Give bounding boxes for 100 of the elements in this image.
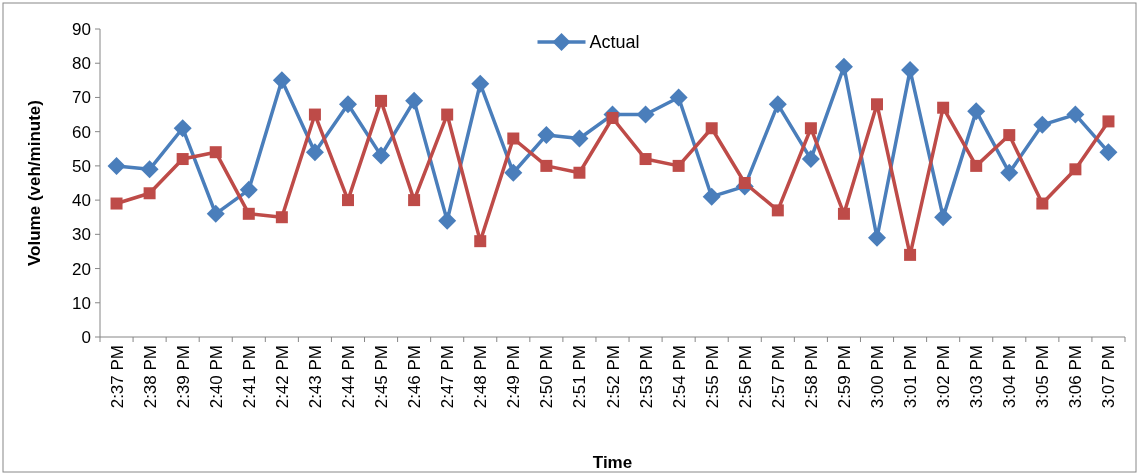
x-tick-label: 3:01 PM — [901, 345, 921, 409]
y-tick-label: 10 — [72, 293, 91, 313]
y-tick-label: 70 — [72, 88, 91, 108]
x-tick-label: 2:49 PM — [504, 345, 524, 409]
y-tick-label: 90 — [72, 19, 91, 39]
x-tick-label: 3:00 PM — [868, 345, 888, 409]
y-tick-label: 60 — [72, 122, 91, 142]
point — [934, 208, 953, 227]
point — [771, 204, 784, 217]
point — [801, 150, 820, 169]
point — [206, 204, 225, 223]
y-tick-label: 40 — [72, 191, 91, 211]
point — [504, 163, 523, 182]
x-tick-label: 3:04 PM — [1000, 345, 1020, 409]
y-tick-label: 20 — [72, 259, 91, 279]
point — [1036, 197, 1049, 210]
point — [738, 177, 751, 189]
point — [537, 126, 556, 145]
point — [540, 159, 553, 172]
x-tick-label: 2:41 PM — [239, 345, 259, 409]
point — [308, 108, 321, 121]
x-tick-label: 2:47 PM — [438, 345, 458, 409]
x-tick-label: 2:37 PM — [107, 345, 127, 409]
point — [272, 71, 291, 90]
point — [305, 143, 324, 162]
point — [970, 159, 983, 172]
x-tick-label: 2:59 PM — [834, 345, 854, 409]
x-tick-label: 2:38 PM — [140, 345, 160, 409]
point — [275, 211, 288, 224]
point — [140, 160, 159, 179]
point — [904, 248, 917, 261]
x-tick-label: 2:55 PM — [702, 345, 722, 409]
point — [209, 146, 222, 159]
x-tick-label: 3:05 PM — [1033, 345, 1053, 409]
point — [834, 57, 853, 76]
point — [173, 119, 192, 138]
point — [1003, 129, 1016, 142]
x-tick-label: 3:07 PM — [1099, 345, 1119, 409]
x-tick-label: 2:54 PM — [669, 345, 689, 409]
point — [672, 159, 685, 172]
point — [471, 74, 490, 93]
point — [405, 91, 424, 110]
point — [1069, 163, 1082, 176]
x-tick-label: 2:51 PM — [570, 345, 590, 409]
point — [702, 187, 721, 206]
point — [110, 197, 123, 210]
x-tick-label: 3:03 PM — [967, 345, 987, 409]
point — [143, 187, 156, 200]
point — [804, 122, 817, 135]
y-axis-title: Volume (veh/minute) — [25, 100, 44, 266]
x-tick-label: 3:06 PM — [1066, 345, 1086, 409]
y-tick-label: 80 — [72, 54, 91, 74]
point — [1066, 105, 1085, 124]
y-tick-label: 0 — [81, 327, 91, 347]
point — [507, 132, 520, 145]
x-tick-label: 3:02 PM — [934, 345, 954, 409]
point — [705, 122, 718, 135]
x-tick-label: 2:40 PM — [206, 345, 226, 409]
x-axis-title: Time — [592, 453, 633, 472]
point — [606, 111, 619, 124]
point — [107, 156, 126, 175]
x-tick-label: 2:53 PM — [636, 345, 656, 409]
x-tick-label: 2:56 PM — [735, 345, 755, 409]
point — [242, 207, 255, 220]
point — [341, 194, 354, 207]
x-tick-label: 2:52 PM — [603, 345, 623, 409]
point — [967, 102, 986, 121]
point — [338, 95, 357, 114]
x-tick-label: 2:39 PM — [173, 345, 193, 409]
x-tick-label: 2:57 PM — [768, 345, 788, 409]
point — [372, 146, 391, 165]
point — [441, 108, 454, 121]
y-tick-label: 30 — [72, 225, 91, 245]
point — [639, 153, 652, 166]
point — [669, 88, 688, 107]
point — [474, 235, 487, 248]
x-tick-label: 2:46 PM — [405, 345, 425, 409]
x-tick-label: 2:48 PM — [471, 345, 491, 409]
x-tick-label: 2:42 PM — [272, 345, 292, 409]
y-tick-label: 50 — [72, 156, 91, 176]
legend-label: Actual — [589, 32, 640, 53]
point — [438, 211, 457, 230]
point — [937, 101, 950, 114]
point — [871, 98, 884, 111]
point — [573, 166, 586, 179]
x-tick-label: 2:43 PM — [305, 345, 325, 409]
point — [239, 180, 258, 199]
x-tick-label: 2:44 PM — [338, 345, 358, 409]
point — [1099, 143, 1118, 162]
point — [1000, 163, 1019, 182]
point — [375, 94, 388, 107]
x-tick-label: 2:50 PM — [537, 345, 557, 409]
point — [837, 207, 850, 220]
point — [408, 194, 421, 207]
point — [768, 95, 787, 114]
point — [636, 105, 655, 124]
x-tick-label: 2:58 PM — [801, 345, 821, 409]
x-tick-label: 2:45 PM — [372, 345, 392, 409]
point — [1102, 115, 1115, 128]
point — [176, 153, 189, 166]
